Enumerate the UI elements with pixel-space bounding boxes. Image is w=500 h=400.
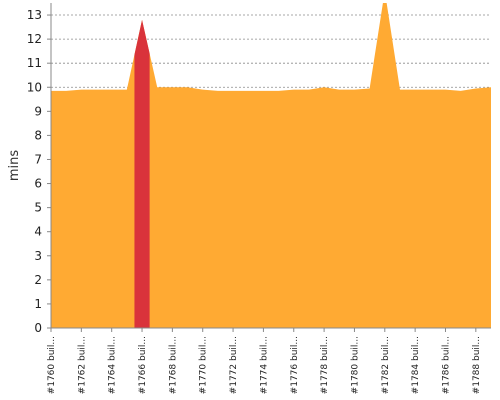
x-tick-label: #1772 buil... xyxy=(229,336,239,394)
y-tick-label: 7 xyxy=(34,152,42,166)
x-tick-label: #1784 buil... xyxy=(411,336,421,394)
x-tick-label: #1768 buil... xyxy=(168,336,178,394)
x-tick-label: #1788 buil... xyxy=(472,336,482,394)
y-tick-label: 11 xyxy=(27,56,42,70)
y-tick-label: 8 xyxy=(34,128,42,142)
y-tick-label: 6 xyxy=(34,177,42,191)
y-tick-label: 12 xyxy=(27,32,42,46)
y-tick-label: 4 xyxy=(34,225,42,239)
area-build-duration xyxy=(51,3,491,328)
x-tick-label: #1778 buil... xyxy=(320,336,330,394)
axes xyxy=(47,3,491,332)
x-tick-label: #1774 buil... xyxy=(259,336,269,394)
x-tick-label: #1770 buil... xyxy=(199,336,209,394)
y-tick-label: 3 xyxy=(34,249,42,263)
x-tick-label: #1764 buil... xyxy=(108,336,118,394)
x-tick-label: #1786 buil... xyxy=(441,336,451,394)
y-tick-label: 0 xyxy=(34,321,42,335)
failed-build-1766 xyxy=(134,19,150,328)
x-tick-label: #1760 buil... xyxy=(47,336,57,394)
x-tick-label: #1762 buil... xyxy=(77,336,87,394)
x-tick-labels: #1760 buil... #1762 buil... #1764 buil... #… xyxy=(47,336,482,394)
x-tick-label: #1782 buil... xyxy=(381,336,391,394)
x-tick-label: #1766 buil... xyxy=(138,336,148,394)
y-tick-label: 5 xyxy=(34,201,42,215)
x-tick-label: #1780 buil... xyxy=(350,336,360,394)
y-axis-title: mins xyxy=(7,150,22,182)
y-tick-label: 13 xyxy=(27,8,42,22)
y-tick-label: 9 xyxy=(34,104,42,118)
area-series xyxy=(51,3,491,328)
y-tick-label: 2 xyxy=(34,273,42,287)
x-tick-label: #1776 buil... xyxy=(290,336,300,394)
y-tick-label: 1 xyxy=(34,297,42,311)
y-tick-label: 10 xyxy=(27,80,42,94)
